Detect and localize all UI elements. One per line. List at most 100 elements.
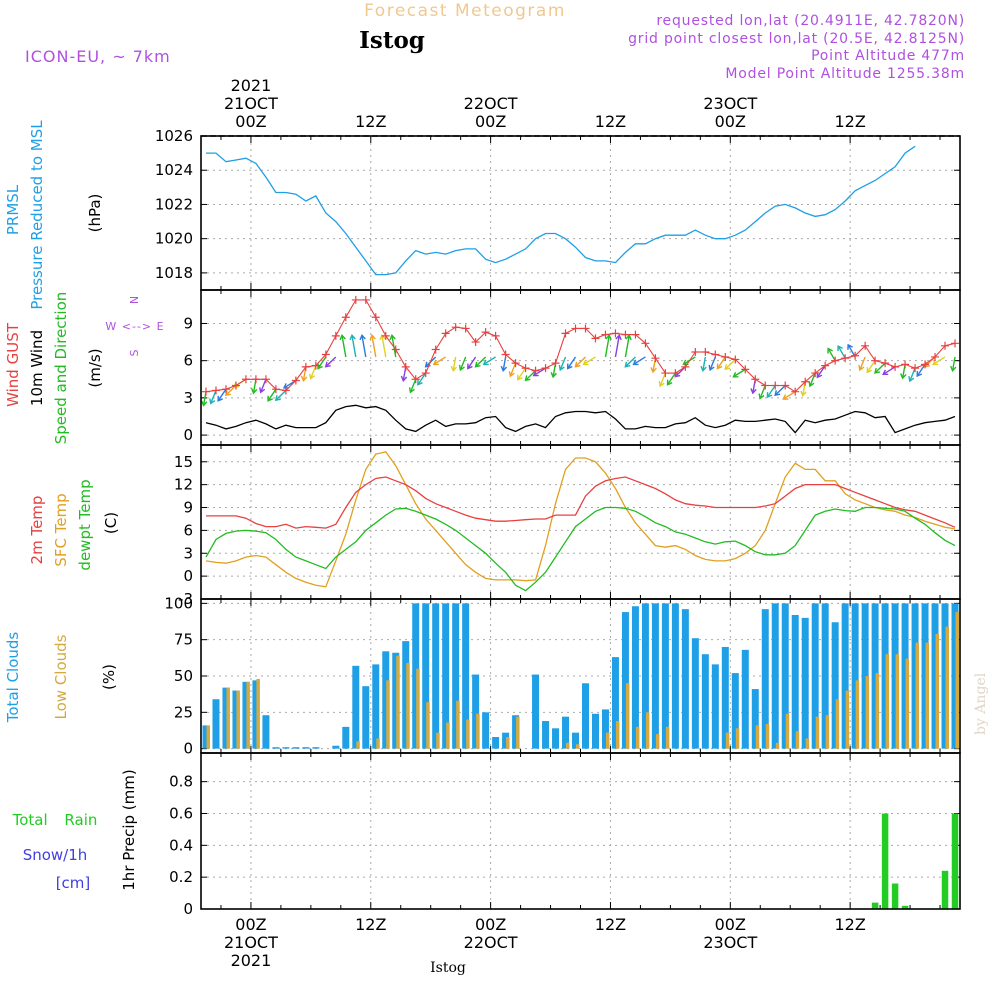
gust-marker bbox=[261, 375, 270, 384]
low-cloud-bar bbox=[865, 676, 870, 749]
y-tick-label: 9 bbox=[183, 499, 193, 517]
gust-marker bbox=[631, 330, 640, 339]
wind-arrow-head bbox=[417, 379, 423, 386]
low-cloud-bar bbox=[815, 716, 820, 749]
wind-direction-arrow bbox=[724, 358, 736, 370]
total-cloud-bar bbox=[272, 747, 280, 749]
wind-direction-arrow bbox=[361, 335, 367, 358]
wind-arrow-head bbox=[450, 365, 458, 373]
low-cloud-bar bbox=[775, 742, 780, 749]
panel-border bbox=[200, 135, 961, 291]
wind-direction-arrow bbox=[210, 390, 217, 404]
total-cloud-bar bbox=[701, 654, 709, 749]
total-cloud-bar bbox=[332, 745, 340, 749]
low-cloud-bar bbox=[765, 723, 770, 749]
wind-direction-arrow bbox=[217, 388, 227, 402]
total-cloud-bar bbox=[671, 603, 679, 749]
low-cloud-bar bbox=[755, 725, 760, 749]
y-tick-label: 0.6 bbox=[169, 804, 193, 822]
wind-direction-arrow bbox=[267, 388, 277, 402]
gust-marker bbox=[751, 375, 760, 384]
total-cloud-bar bbox=[641, 603, 649, 749]
wind-arrow-head bbox=[582, 359, 589, 366]
low-cloud-label: Low Clouds bbox=[52, 634, 70, 719]
gust-marker bbox=[541, 364, 550, 373]
wind-arrow-head bbox=[274, 395, 281, 402]
compass: N W <--> E S bbox=[105, 296, 163, 357]
wind-arrow-head bbox=[700, 365, 707, 373]
rain-bar bbox=[901, 905, 909, 909]
wind-direction-arrow bbox=[633, 356, 646, 365]
wind-direction-arrow bbox=[702, 356, 707, 371]
wind-arrow-head bbox=[309, 373, 316, 380]
wind-arrow-head bbox=[517, 374, 523, 381]
wind-direction-arrow bbox=[483, 356, 496, 365]
top-time-label: 21OCT bbox=[224, 94, 278, 113]
gust-marker bbox=[251, 375, 260, 384]
wind-direction-arrow bbox=[816, 365, 826, 378]
total-cloud-bar bbox=[661, 603, 669, 749]
top-time-label: 2021 bbox=[231, 76, 272, 95]
gust-marker bbox=[481, 328, 490, 337]
rain-bar bbox=[891, 883, 899, 909]
total-cloud-bar bbox=[472, 674, 480, 749]
wind-arrow-head bbox=[267, 395, 273, 402]
y-tick-label: 0 bbox=[183, 567, 193, 585]
gust-marker bbox=[461, 324, 470, 333]
total-cloud-bar bbox=[871, 603, 879, 749]
wind-direction-arrow bbox=[567, 356, 577, 369]
wind-direction-arrow bbox=[275, 389, 287, 401]
low-cloud-bar bbox=[885, 654, 890, 749]
low-cloud-bar bbox=[206, 725, 210, 749]
wind-arrow-head bbox=[524, 375, 531, 382]
gust-marker bbox=[661, 369, 670, 378]
footer-location: Istog bbox=[430, 960, 466, 976]
total-cloud-bar bbox=[831, 622, 839, 749]
wind-direction-arrow bbox=[260, 379, 267, 393]
wind-arrow-head bbox=[474, 361, 481, 368]
total-cloud-bar bbox=[721, 646, 729, 749]
gust-marker bbox=[311, 361, 320, 370]
wind-arrow-head bbox=[349, 334, 356, 341]
total-cloud-bar bbox=[302, 747, 310, 749]
sfc-label: SFC Temp bbox=[52, 493, 70, 566]
pressure-label: Pressure Reduced to MSL bbox=[28, 120, 46, 310]
pressure-label: PRMSL bbox=[4, 184, 22, 235]
wind-direction-arrow bbox=[666, 372, 676, 386]
wind-direction-arrow bbox=[837, 345, 846, 359]
low-cloud-bar bbox=[236, 690, 240, 749]
wind-direction-arrow bbox=[866, 360, 876, 373]
total-cloud-bar bbox=[931, 603, 939, 749]
wind-direction-arrow bbox=[525, 370, 537, 381]
total-cloud-bar bbox=[362, 686, 370, 749]
wind-arrow-head bbox=[650, 367, 657, 374]
low-cloud-bar bbox=[506, 737, 510, 749]
total-cloud-bar bbox=[442, 603, 450, 749]
t2m-line bbox=[206, 476, 956, 529]
low-cloud-bar bbox=[665, 726, 670, 749]
gust-marker bbox=[381, 331, 390, 340]
wind-direction-arrow bbox=[659, 372, 667, 387]
wind-arrow-head bbox=[916, 370, 923, 378]
wind-direction-arrow bbox=[583, 356, 596, 365]
wind-arrow-head bbox=[758, 393, 765, 400]
total-cloud-bar bbox=[312, 747, 320, 749]
wind-direction-arrow bbox=[325, 356, 337, 368]
gust-marker bbox=[611, 329, 620, 338]
wind-arrow-head bbox=[250, 388, 258, 395]
total-cloud-bar bbox=[492, 737, 500, 749]
y-tick-label: 3 bbox=[183, 389, 193, 407]
top-time-label: 00Z bbox=[475, 112, 506, 131]
wind-arrow-head bbox=[774, 390, 781, 397]
wind-direction-arrow bbox=[433, 356, 447, 365]
wind-direction-arrow bbox=[559, 356, 567, 371]
wind-direction-arrow bbox=[452, 356, 457, 371]
gust-marker bbox=[411, 375, 420, 384]
total-cloud-bar bbox=[552, 728, 560, 749]
low-cloud-bar bbox=[955, 612, 960, 749]
wind-arrow-head bbox=[224, 390, 231, 397]
gust-marker bbox=[831, 356, 840, 365]
wind-arrow-head bbox=[458, 364, 465, 372]
low-cloud-bar bbox=[406, 662, 410, 749]
wind-direction-arrow bbox=[341, 335, 347, 358]
